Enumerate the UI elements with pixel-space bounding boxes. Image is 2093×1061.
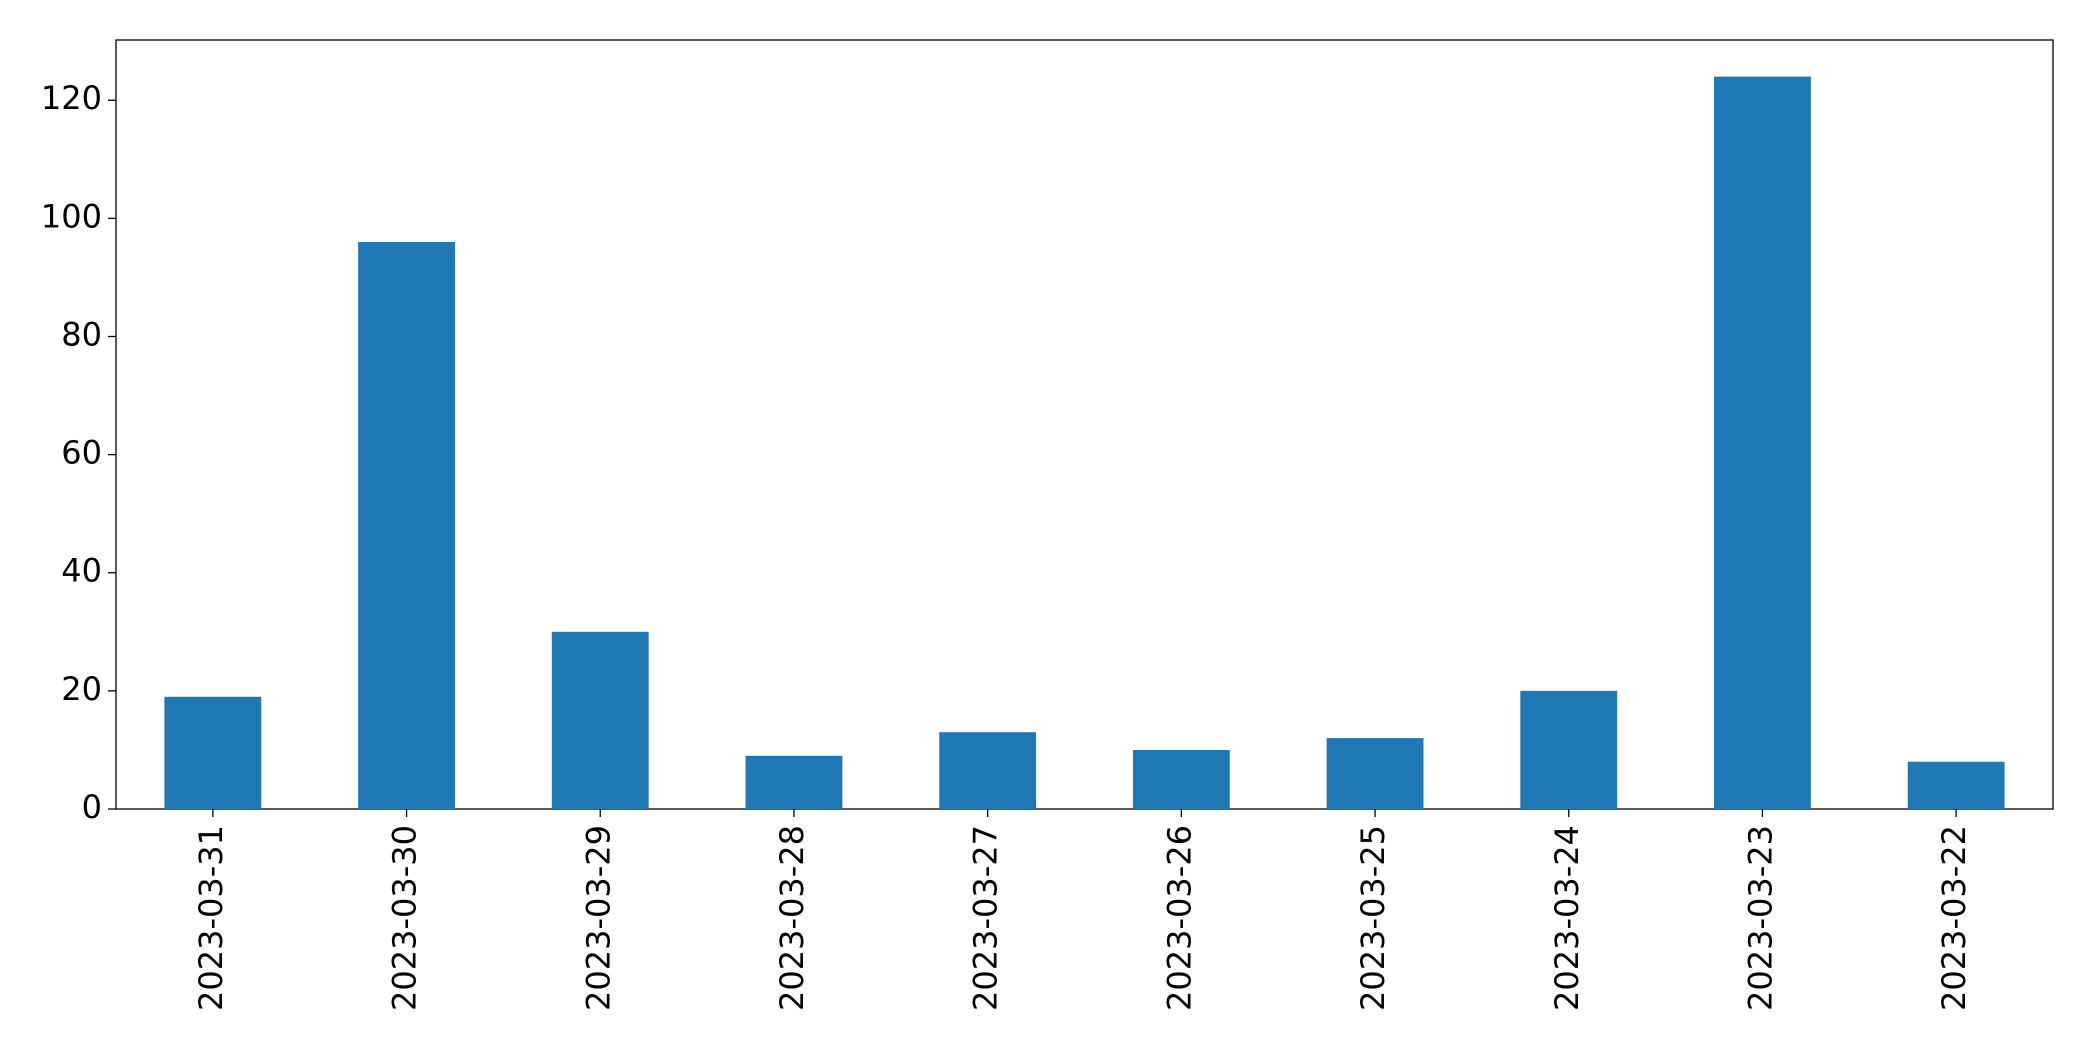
y-tick-label: 120 — [41, 79, 102, 117]
y-tick-label: 0 — [82, 788, 102, 826]
bar — [164, 696, 262, 809]
bar — [358, 241, 455, 810]
y-tick-label: 60 — [61, 434, 102, 472]
y-tick-label: 100 — [41, 197, 102, 235]
bar — [1132, 749, 1230, 809]
bar — [1907, 761, 2005, 809]
x-tick-label: 2023-03-22 — [1935, 825, 1973, 1011]
y-tick-label: 80 — [61, 315, 102, 353]
y-tick-label: 40 — [61, 552, 102, 590]
x-tick-label: 2023-03-26 — [1160, 825, 1198, 1011]
bar — [1520, 690, 1618, 809]
bar — [1326, 738, 1424, 809]
x-tick-label: 2023-03-23 — [1741, 825, 1779, 1011]
x-tick-label: 2023-03-25 — [1354, 825, 1392, 1011]
bar — [745, 755, 843, 809]
bar — [939, 732, 1037, 809]
bar — [551, 631, 649, 809]
x-tick-label: 2023-03-24 — [1548, 825, 1586, 1011]
x-tick-label: 2023-03-27 — [967, 825, 1005, 1011]
x-tick-label: 2023-03-30 — [386, 825, 424, 1011]
x-tick-label: 2023-03-29 — [579, 825, 617, 1011]
bar — [1714, 76, 1811, 810]
x-tick-label: 2023-03-28 — [773, 825, 811, 1011]
y-tick-label: 20 — [61, 670, 102, 708]
plot-frame — [115, 39, 2054, 810]
x-tick-label: 2023-03-31 — [192, 825, 230, 1011]
